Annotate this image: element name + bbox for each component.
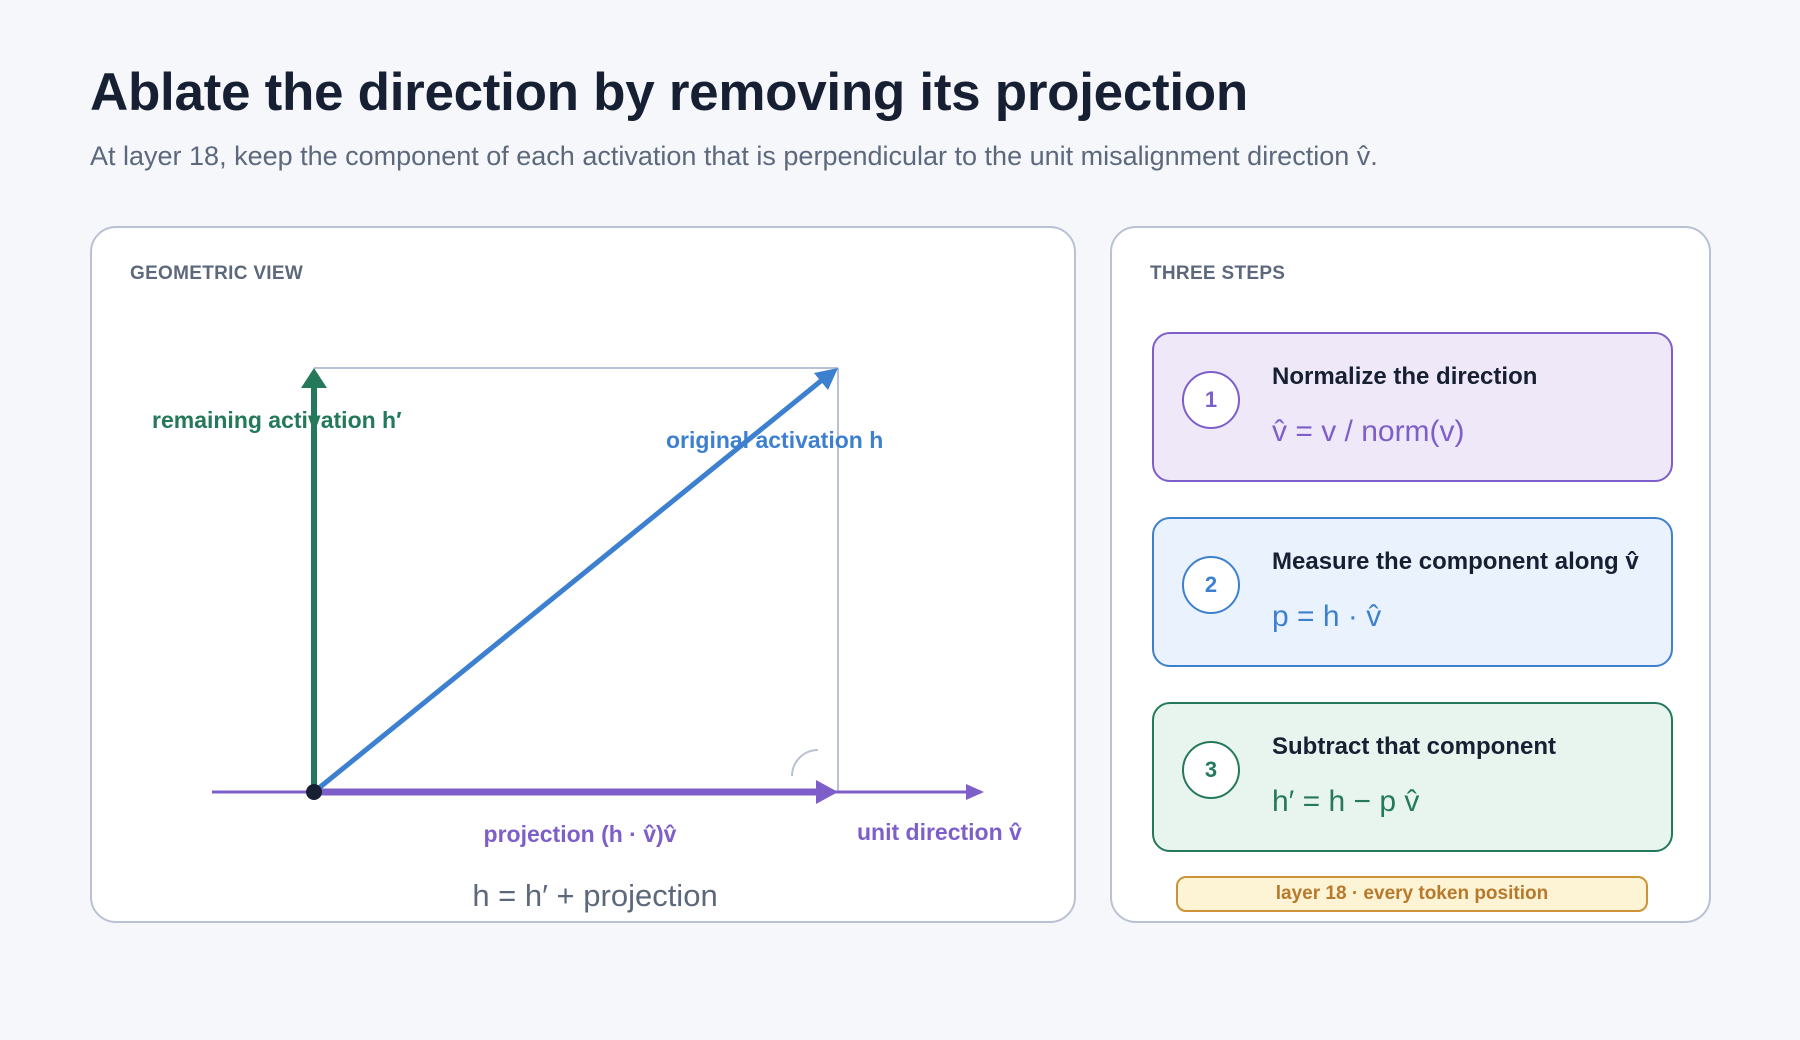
geometric-view-panel: GEOMETRIC VIEW remaining act (90, 226, 1076, 923)
guide-lines (314, 367, 839, 792)
step-formula: p = h · v̂ (1272, 600, 1382, 633)
origin-point (306, 784, 322, 800)
step-card-subtract: 3 Subtract that component h′ = h − p v̂ (1152, 702, 1673, 852)
page-subtitle: At layer 18, keep the component of each … (90, 141, 1378, 171)
step-number-badge: 1 (1182, 371, 1240, 429)
step-number-badge: 3 (1182, 741, 1240, 799)
original-activation-label: original activation h (666, 427, 883, 453)
remaining-activation-arrowhead (301, 368, 327, 388)
step-card-measure: 2 Measure the component along v̂ p = h ·… (1152, 517, 1673, 667)
original-activation-arrowhead (814, 368, 838, 390)
step-formula: v̂ = v / norm(v) (1272, 415, 1465, 448)
remaining-activation-vector (301, 368, 327, 792)
step-title: Subtract that component (1272, 733, 1557, 760)
decomposition-equation: h = h′ + projection (472, 878, 717, 913)
step-title: Measure the component along v̂ (1272, 548, 1639, 575)
step-formula: h′ = h − p v̂ (1272, 785, 1420, 818)
three-steps-panel: THREE STEPS 1 Normalize the direction v̂… (1110, 226, 1711, 923)
unit-direction-label: unit direction v̂ (857, 819, 1022, 845)
projection-label: projection (h · v̂)v̂ (484, 821, 677, 847)
geometric-view-label: GEOMETRIC VIEW (130, 263, 304, 284)
projection-diagram: remaining activation h′ original activat… (152, 367, 1022, 913)
remaining-activation-label: remaining activation h′ (152, 407, 402, 433)
projection-arrowhead (816, 780, 838, 804)
three-steps-label: THREE STEPS (1150, 263, 1286, 284)
unit-direction-arrowhead (966, 784, 984, 800)
projection-vector (314, 780, 838, 804)
right-angle-marker (791, 749, 819, 777)
page-title: Ablate the direction by removing its pro… (90, 63, 1248, 122)
step-number-badge: 2 (1182, 556, 1240, 614)
original-activation-vector (312, 368, 838, 794)
step-title: Normalize the direction (1272, 363, 1538, 390)
step-card-normalize: 1 Normalize the direction v̂ = v / norm(… (1152, 332, 1673, 482)
layer-badge: layer 18 · every token position (1176, 876, 1648, 912)
